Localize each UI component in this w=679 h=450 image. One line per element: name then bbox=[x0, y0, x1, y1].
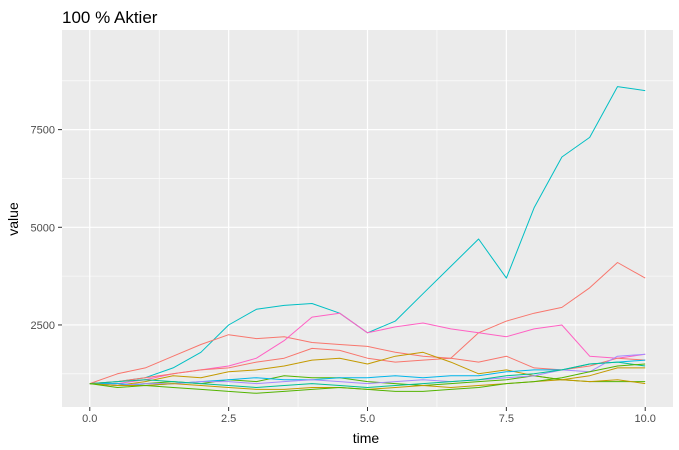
series-lines bbox=[89, 86, 646, 394]
grid-lines bbox=[62, 30, 673, 407]
x-tick-label: 0.0 bbox=[82, 413, 97, 425]
series-line-2 bbox=[89, 262, 646, 385]
y-tick-label: 5000 bbox=[31, 222, 55, 234]
x-tick-label: 7.5 bbox=[499, 413, 514, 425]
x-tick-label: 2.5 bbox=[221, 413, 236, 425]
chart-title: 100 % Aktier bbox=[62, 8, 158, 27]
y-tick-label: 2500 bbox=[31, 320, 55, 332]
x-axis-title: time bbox=[353, 430, 380, 446]
y-axis: 2500 5000 7500 bbox=[31, 125, 62, 332]
y-axis-title: value bbox=[5, 202, 21, 236]
series-line-9 bbox=[89, 361, 646, 388]
series-line-8 bbox=[89, 353, 646, 386]
x-tick-label: 5.0 bbox=[360, 413, 375, 425]
y-tick-label: 7500 bbox=[31, 125, 55, 137]
x-tick-label: 10.0 bbox=[635, 413, 656, 425]
series-line-11 bbox=[89, 363, 646, 394]
x-axis: 0.0 2.5 5.0 7.5 10.0 bbox=[82, 407, 656, 425]
series-line-4 bbox=[89, 347, 646, 385]
